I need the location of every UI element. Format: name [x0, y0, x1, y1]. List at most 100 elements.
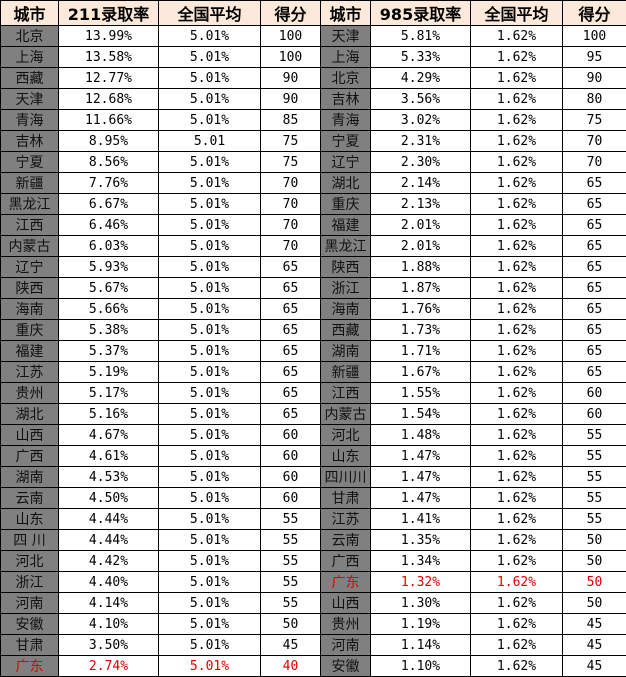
left-national-avg-cell: 5.01%: [159, 152, 261, 173]
right-rate-cell: 1.10%: [371, 656, 471, 677]
right-city-cell: 河南: [321, 635, 371, 656]
right-city-cell: 西藏: [321, 320, 371, 341]
left-city-cell: 云南: [1, 488, 59, 509]
left-rate-cell: 3.50%: [59, 635, 159, 656]
left-rate-cell: 5.38%: [59, 320, 159, 341]
right-national-avg-cell: 1.62%: [471, 173, 563, 194]
right-rate-cell: 1.48%: [371, 425, 471, 446]
right-city-cell: 天津: [321, 26, 371, 47]
left-city-cell: 广东: [1, 656, 59, 677]
right-score-cell: 55: [563, 425, 626, 446]
header-national-avg: 全国平均: [159, 1, 261, 26]
right-national-avg-cell: 1.62%: [471, 530, 563, 551]
right-national-avg-cell: 1.62%: [471, 467, 563, 488]
left-rate-cell: 8.95%: [59, 131, 159, 152]
left-score-cell: 65: [261, 362, 321, 383]
left-score-cell: 65: [261, 404, 321, 425]
right-rate-cell: 1.54%: [371, 404, 471, 425]
left-score-cell: 70: [261, 215, 321, 236]
right-national-avg-cell: 1.62%: [471, 110, 563, 131]
right-score-cell: 65: [563, 278, 626, 299]
left-rate-cell: 6.67%: [59, 194, 159, 215]
right-score-cell: 55: [563, 467, 626, 488]
right-national-avg-cell: 1.62%: [471, 362, 563, 383]
left-rate-cell: 5.17%: [59, 383, 159, 404]
left-score-cell: 55: [261, 593, 321, 614]
left-score-cell: 60: [261, 467, 321, 488]
left-national-avg-cell: 5.01%: [159, 614, 261, 635]
right-city-cell: 河北: [321, 425, 371, 446]
right-rate-cell: 1.67%: [371, 362, 471, 383]
right-city-cell: 青海: [321, 110, 371, 131]
left-rate-cell: 4.44%: [59, 509, 159, 530]
left-national-avg-cell: 5.01%: [159, 68, 261, 89]
left-score-cell: 40: [261, 656, 321, 677]
right-score-cell: 55: [563, 509, 626, 530]
right-score-cell: 95: [563, 47, 626, 68]
left-rate-cell: 4.14%: [59, 593, 159, 614]
left-score-cell: 65: [261, 341, 321, 362]
right-city-cell: 广西: [321, 551, 371, 572]
right-score-cell: 70: [563, 131, 626, 152]
right-rate-cell: 1.76%: [371, 299, 471, 320]
left-city-cell: 天津: [1, 89, 59, 110]
right-rate-cell: 2.01%: [371, 236, 471, 257]
right-city-cell: 浙江: [321, 278, 371, 299]
right-city-cell: 吉林: [321, 89, 371, 110]
left-city-cell: 广西: [1, 446, 59, 467]
right-national-avg-cell: 1.62%: [471, 341, 563, 362]
right-score-cell: 65: [563, 173, 626, 194]
left-score-cell: 90: [261, 89, 321, 110]
left-rate-cell: 11.66%: [59, 110, 159, 131]
right-national-avg-cell: 1.62%: [471, 215, 563, 236]
right-rate-cell: 4.29%: [371, 68, 471, 89]
left-national-avg-cell: 5.01: [159, 131, 261, 152]
right-city-cell: 海南: [321, 299, 371, 320]
left-city-cell: 辽宁: [1, 257, 59, 278]
right-rate-cell: 1.34%: [371, 551, 471, 572]
left-rate-cell: 13.58%: [59, 47, 159, 68]
right-national-avg-cell: 1.62%: [471, 383, 563, 404]
right-rate-cell: 1.14%: [371, 635, 471, 656]
left-national-avg-cell: 5.01%: [159, 299, 261, 320]
right-national-avg-cell: 1.62%: [471, 488, 563, 509]
right-score-cell: 50: [563, 593, 626, 614]
left-rate-cell: 5.93%: [59, 257, 159, 278]
right-score-cell: 55: [563, 488, 626, 509]
left-national-avg-cell: 5.01%: [159, 341, 261, 362]
left-city-cell: 陕西: [1, 278, 59, 299]
left-city-cell: 湖北: [1, 404, 59, 425]
left-city-cell: 江西: [1, 215, 59, 236]
left-score-cell: 70: [261, 194, 321, 215]
left-city-cell: 福建: [1, 341, 59, 362]
right-rate-cell: 1.71%: [371, 341, 471, 362]
left-city-cell: 山西: [1, 425, 59, 446]
right-score-cell: 55: [563, 446, 626, 467]
right-score-cell: 45: [563, 656, 626, 677]
right-score-cell: 70: [563, 152, 626, 173]
right-rate-cell: 1.55%: [371, 383, 471, 404]
left-national-avg-cell: 5.01%: [159, 551, 261, 572]
header-city: 城市: [1, 1, 59, 26]
left-city-cell: 宁夏: [1, 152, 59, 173]
left-city-cell: 黑龙江: [1, 194, 59, 215]
right-city-cell: 四川川: [321, 467, 371, 488]
header-score: 得分: [563, 1, 626, 26]
right-score-cell: 50: [563, 572, 626, 593]
right-score-cell: 65: [563, 236, 626, 257]
right-rate-cell: 1.19%: [371, 614, 471, 635]
left-score-cell: 65: [261, 299, 321, 320]
left-score-cell: 55: [261, 572, 321, 593]
left-city-cell: 山东: [1, 509, 59, 530]
